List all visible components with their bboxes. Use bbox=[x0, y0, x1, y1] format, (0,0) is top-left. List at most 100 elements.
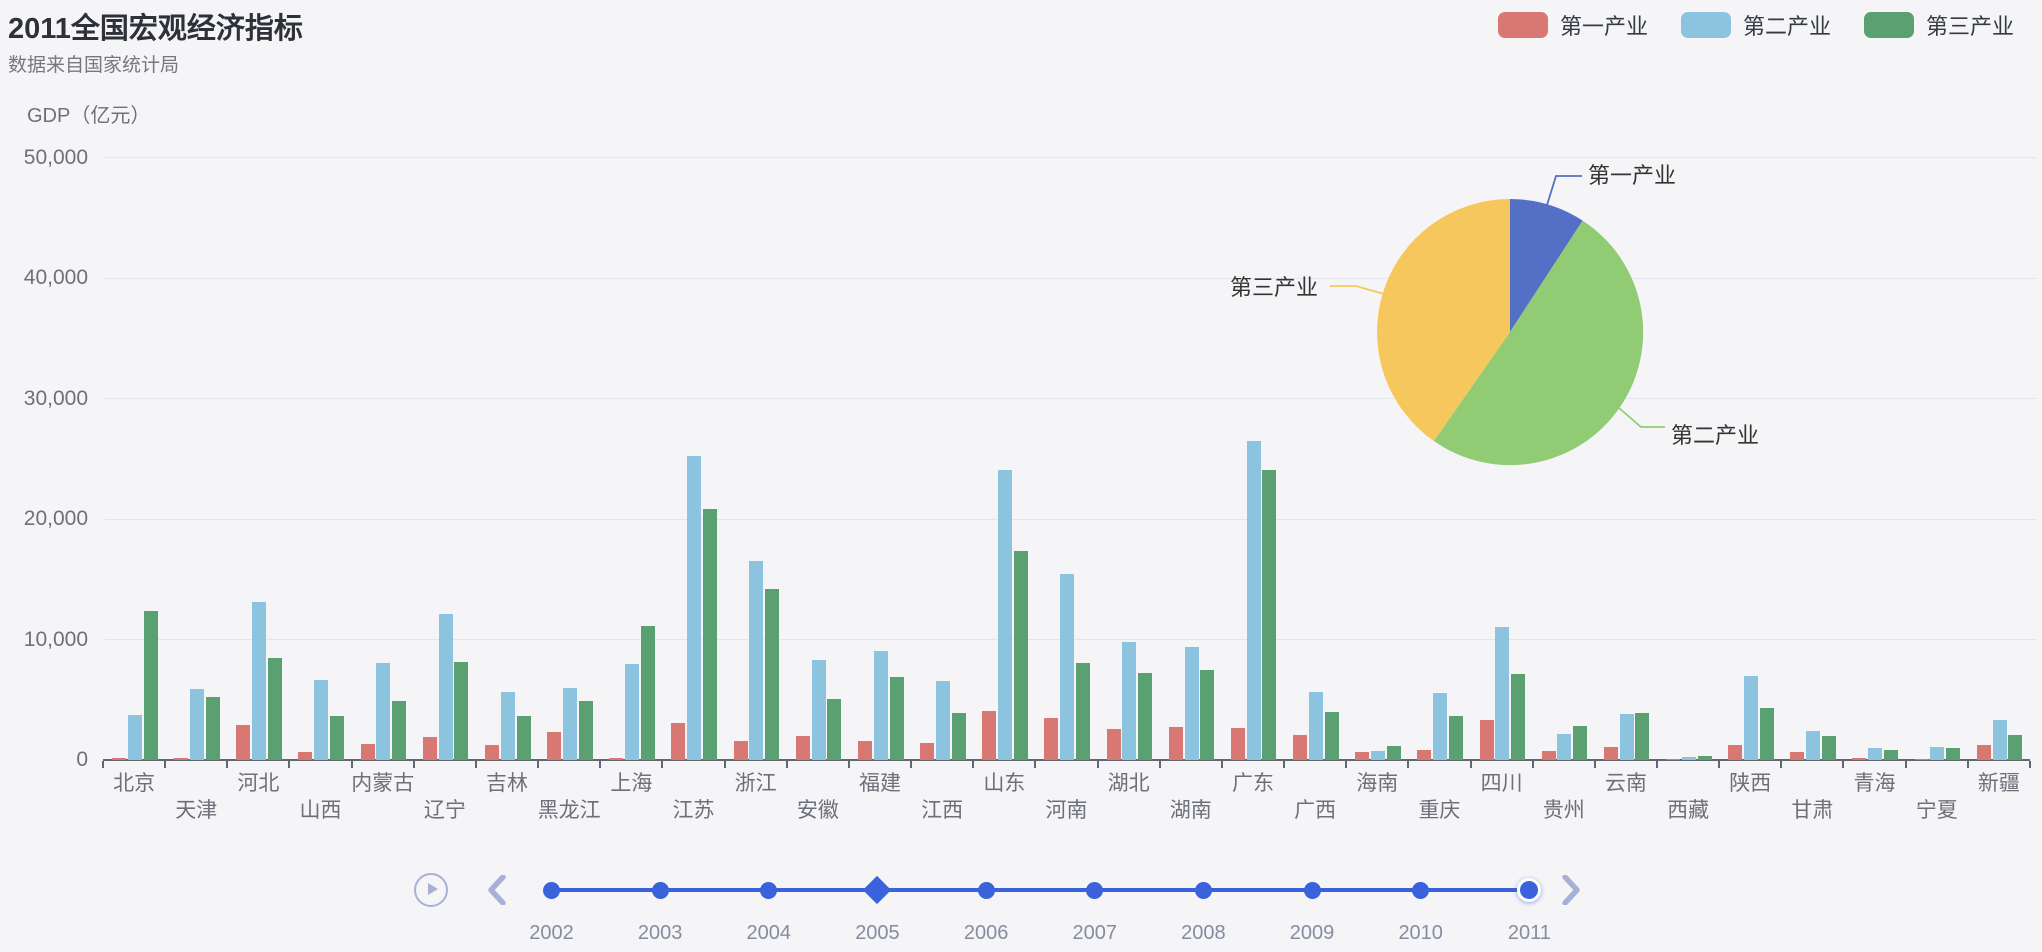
bar-广东-第二产业[interactable] bbox=[1246, 441, 1261, 760]
bar-北京-第三产业[interactable] bbox=[143, 611, 158, 760]
bar-陕西-第三产业[interactable] bbox=[1759, 707, 1774, 760]
bar-四川-第一产业[interactable] bbox=[1479, 720, 1494, 760]
bar-湖北-第一产业[interactable] bbox=[1106, 729, 1121, 760]
bar-新疆-第二产业[interactable] bbox=[1992, 720, 2007, 760]
timeline-year-2011[interactable]: 2011 bbox=[1507, 922, 1551, 944]
bar-河北-第三产业[interactable] bbox=[267, 657, 282, 760]
bar-北京-第二产业[interactable] bbox=[127, 714, 142, 760]
bar-四川-第二产业[interactable] bbox=[1495, 627, 1510, 760]
bar-广西-第三产业[interactable] bbox=[1324, 711, 1339, 760]
bar-宁夏-第一产业[interactable] bbox=[1914, 758, 1929, 760]
bar-江苏-第三产业[interactable] bbox=[703, 508, 718, 760]
bar-黑龙江-第三产业[interactable] bbox=[578, 701, 593, 760]
bar-四川-第三产业[interactable] bbox=[1511, 673, 1526, 760]
bar-宁夏-第二产业[interactable] bbox=[1930, 747, 1945, 760]
bar-天津-第一产业[interactable] bbox=[174, 758, 189, 760]
bar-黑龙江-第二产业[interactable] bbox=[562, 688, 577, 760]
bar-河南-第一产业[interactable] bbox=[1044, 717, 1059, 760]
bar-江西-第一产业[interactable] bbox=[920, 743, 935, 760]
bar-广西-第二产业[interactable] bbox=[1308, 691, 1323, 760]
bar-湖北-第二产业[interactable] bbox=[1122, 641, 1137, 760]
bar-甘肃-第三产业[interactable] bbox=[1821, 736, 1836, 760]
timeline-dot-2009[interactable] bbox=[1303, 881, 1321, 899]
bar-重庆-第二产业[interactable] bbox=[1433, 693, 1448, 760]
bar-重庆-第三产业[interactable] bbox=[1448, 716, 1463, 760]
timeline-year-2002[interactable]: 2002 bbox=[529, 922, 574, 944]
bar-浙江-第三产业[interactable] bbox=[765, 589, 780, 760]
bar-吉林-第二产业[interactable] bbox=[500, 692, 515, 760]
bar-天津-第三产业[interactable] bbox=[205, 697, 220, 760]
timeline-dot-2004[interactable] bbox=[760, 881, 778, 899]
timeline-year-2008[interactable]: 2008 bbox=[1181, 922, 1226, 944]
bar-重庆-第一产业[interactable] bbox=[1417, 749, 1432, 760]
bar-山东-第一产业[interactable] bbox=[982, 710, 997, 760]
bar-上海-第二产业[interactable] bbox=[625, 664, 640, 760]
bar-辽宁-第三产业[interactable] bbox=[454, 661, 469, 760]
bar-安徽-第二产业[interactable] bbox=[811, 659, 826, 760]
bar-新疆-第一产业[interactable] bbox=[1976, 744, 1991, 760]
bar-内蒙古-第二产业[interactable] bbox=[376, 663, 391, 760]
bar-云南-第二产业[interactable] bbox=[1619, 714, 1634, 760]
bar-江苏-第一产业[interactable] bbox=[671, 723, 686, 760]
bar-山东-第三产业[interactable] bbox=[1013, 550, 1028, 760]
bar-湖北-第三产业[interactable] bbox=[1138, 672, 1153, 760]
bar-青海-第三产业[interactable] bbox=[1884, 750, 1899, 760]
legend-item-secondary-industry[interactable]: 第二产业 bbox=[1680, 9, 1831, 41]
bar-黑龙江-第一产业[interactable] bbox=[547, 731, 562, 760]
bar-江西-第二产业[interactable] bbox=[935, 680, 950, 760]
timeline-dot-2006[interactable] bbox=[977, 881, 995, 899]
bar-新疆-第三产业[interactable] bbox=[2008, 735, 2023, 760]
bar-浙江-第二产业[interactable] bbox=[749, 560, 764, 760]
bar-河南-第三产业[interactable] bbox=[1076, 662, 1090, 760]
timeline-dot-2002[interactable] bbox=[543, 881, 560, 899]
bar-河北-第二产业[interactable] bbox=[252, 601, 267, 760]
bar-辽宁-第一产业[interactable] bbox=[422, 736, 437, 760]
bar-云南-第一产业[interactable] bbox=[1603, 747, 1618, 760]
timeline-dot-2011[interactable] bbox=[1517, 878, 1542, 902]
pie-slice-第三产业[interactable] bbox=[1377, 199, 1510, 442]
bar-内蒙古-第三产业[interactable] bbox=[392, 701, 407, 760]
timeline-next-button[interactable] bbox=[1561, 875, 1581, 905]
bar-辽宁-第二产业[interactable] bbox=[438, 613, 453, 760]
timeline-prev-button[interactable] bbox=[487, 875, 507, 905]
timeline-dot-2007[interactable] bbox=[1086, 881, 1104, 899]
timeline-dot-2008[interactable] bbox=[1194, 881, 1212, 899]
bar-贵州-第三产业[interactable] bbox=[1573, 725, 1588, 760]
bar-福建-第三产业[interactable] bbox=[889, 677, 904, 760]
bar-西藏-第二产业[interactable] bbox=[1681, 757, 1696, 760]
bar-海南-第二产业[interactable] bbox=[1371, 751, 1385, 760]
bar-浙江-第一产业[interactable] bbox=[733, 740, 748, 760]
bar-青海-第二产业[interactable] bbox=[1868, 748, 1883, 760]
bar-海南-第三产业[interactable] bbox=[1386, 746, 1401, 760]
bar-陕西-第二产业[interactable] bbox=[1743, 676, 1758, 760]
timeline-year-2007[interactable]: 2007 bbox=[1072, 922, 1118, 944]
bar-陕西-第一产业[interactable] bbox=[1728, 745, 1743, 760]
bar-山东-第二产业[interactable] bbox=[998, 470, 1013, 760]
bar-青海-第一产业[interactable] bbox=[1852, 758, 1867, 760]
bar-安徽-第一产业[interactable] bbox=[795, 735, 810, 760]
timeline-year-2005[interactable]: 2005 bbox=[855, 922, 900, 944]
bar-广东-第三产业[interactable] bbox=[1262, 469, 1277, 760]
bar-云南-第三产业[interactable] bbox=[1635, 713, 1650, 760]
timeline-play-button[interactable] bbox=[414, 873, 448, 907]
bar-湖南-第二产业[interactable] bbox=[1184, 647, 1199, 760]
bar-内蒙古-第一产业[interactable] bbox=[360, 744, 375, 760]
timeline-year-2004[interactable]: 2004 bbox=[746, 922, 792, 944]
bar-北京-第一产业[interactable] bbox=[112, 758, 126, 760]
bar-安徽-第三产业[interactable] bbox=[827, 698, 842, 760]
bar-吉林-第一产业[interactable] bbox=[484, 744, 499, 760]
bar-海南-第一产业[interactable] bbox=[1355, 752, 1370, 760]
bar-西藏-第三产业[interactable] bbox=[1697, 756, 1712, 760]
timeline-year-2010[interactable]: 2010 bbox=[1398, 922, 1443, 944]
bar-甘肃-第二产业[interactable] bbox=[1806, 731, 1821, 760]
bar-贵州-第一产业[interactable] bbox=[1541, 751, 1556, 760]
bar-上海-第三产业[interactable] bbox=[640, 625, 655, 760]
bar-福建-第二产业[interactable] bbox=[873, 650, 888, 760]
bar-湖南-第三产业[interactable] bbox=[1200, 669, 1215, 760]
timeline-year-2003[interactable]: 2003 bbox=[637, 922, 683, 944]
timeline-dot-2003[interactable] bbox=[651, 881, 669, 899]
bar-江苏-第二产业[interactable] bbox=[687, 456, 702, 760]
timeline-year-2009[interactable]: 2009 bbox=[1289, 922, 1335, 944]
bar-上海-第一产业[interactable] bbox=[609, 758, 624, 760]
legend-item-tertiary-industry[interactable]: 第三产业 bbox=[1863, 9, 2014, 41]
